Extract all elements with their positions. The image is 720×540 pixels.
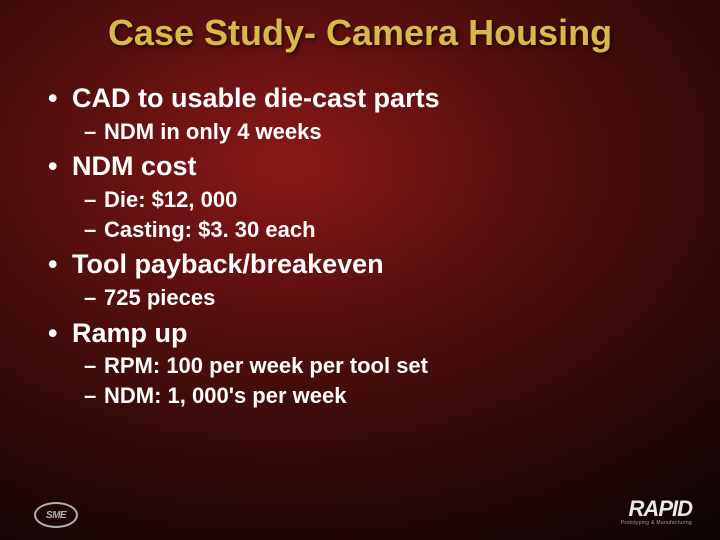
subbullet-casting-cost: Casting: $3. 30 each	[46, 216, 680, 245]
slide-container: Case Study- Camera Housing CAD to usable…	[0, 0, 720, 540]
slide-content: CAD to usable die-cast parts NDM in only…	[40, 82, 680, 411]
subbullet-rpm: RPM: 100 per week per tool set	[46, 352, 680, 381]
subbullet-ndm-weeks: NDM in only 4 weeks	[46, 118, 680, 147]
bullet-ndm-cost: NDM cost	[46, 150, 680, 184]
slide-title: Case Study- Camera Housing	[40, 12, 680, 54]
rapid-logo: RAPID Prototyping & Manufacturing	[621, 499, 692, 526]
bullet-rampup: Ramp up	[46, 317, 680, 351]
rapid-logo-text: RAPID	[621, 499, 692, 519]
rapid-logo-subtitle: Prototyping & Manufacturing	[621, 520, 692, 526]
subbullet-ndm-rate: NDM: 1, 000's per week	[46, 382, 680, 411]
subbullet-die-cost: Die: $12, 000	[46, 186, 680, 215]
sme-logo: SME	[34, 502, 78, 528]
bullet-cad: CAD to usable die-cast parts	[46, 82, 680, 116]
slide-footer: SME RAPID Prototyping & Manufacturing	[0, 490, 720, 530]
sme-logo-text: SME	[34, 502, 78, 528]
bullet-payback: Tool payback/breakeven	[46, 248, 680, 282]
subbullet-pieces: 725 pieces	[46, 284, 680, 313]
